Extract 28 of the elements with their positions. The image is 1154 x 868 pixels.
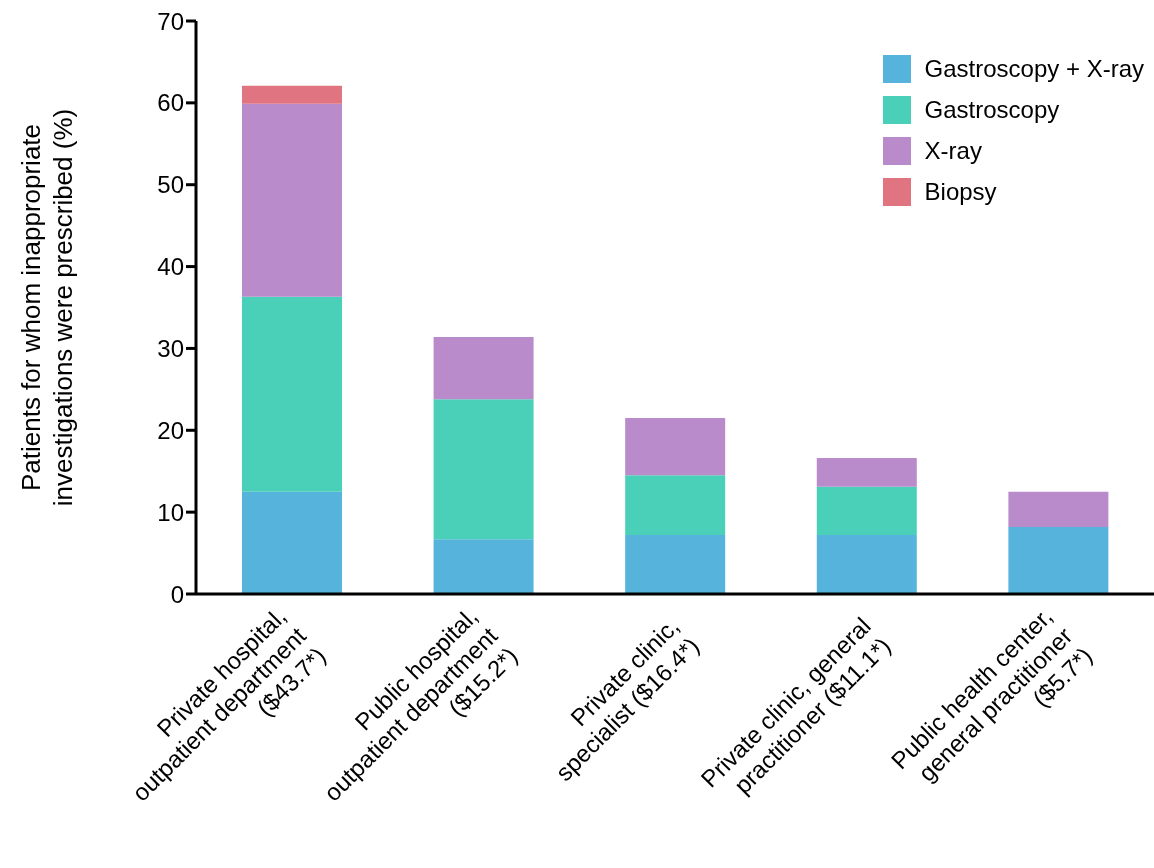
- bar: [433, 399, 534, 540]
- y-tick-label: 30: [157, 334, 184, 362]
- bar: [241, 296, 342, 492]
- bar: [241, 491, 342, 594]
- bar: [625, 475, 726, 536]
- y-tick-label: 50: [157, 171, 184, 199]
- y-tick-label: 40: [157, 253, 184, 281]
- bar: [241, 103, 342, 297]
- bar: [433, 539, 534, 594]
- bar: [625, 535, 726, 594]
- bar: [816, 486, 917, 536]
- y-tick-label: 20: [157, 416, 184, 444]
- bar: [1008, 526, 1109, 594]
- y-tick-label: 60: [157, 89, 184, 117]
- y-tick-label: 0: [170, 580, 184, 608]
- bar: [816, 535, 917, 594]
- bar: [625, 418, 726, 476]
- legend-label: Gastroscopy + X-ray: [924, 54, 1144, 83]
- bar: [433, 336, 534, 400]
- legend-label: X-ray: [924, 136, 982, 165]
- y-tick-label: 10: [157, 498, 184, 526]
- y-tick-label: 70: [157, 7, 184, 35]
- y-axis-title: Patients for whom inappropriate investigations were prescribed (%): [16, 108, 78, 507]
- legend-label: Biopsy: [924, 177, 997, 206]
- bar: [816, 458, 917, 487]
- legend-label: Gastroscopy: [924, 95, 1060, 124]
- bar: [241, 85, 342, 104]
- bar: [1008, 491, 1109, 527]
